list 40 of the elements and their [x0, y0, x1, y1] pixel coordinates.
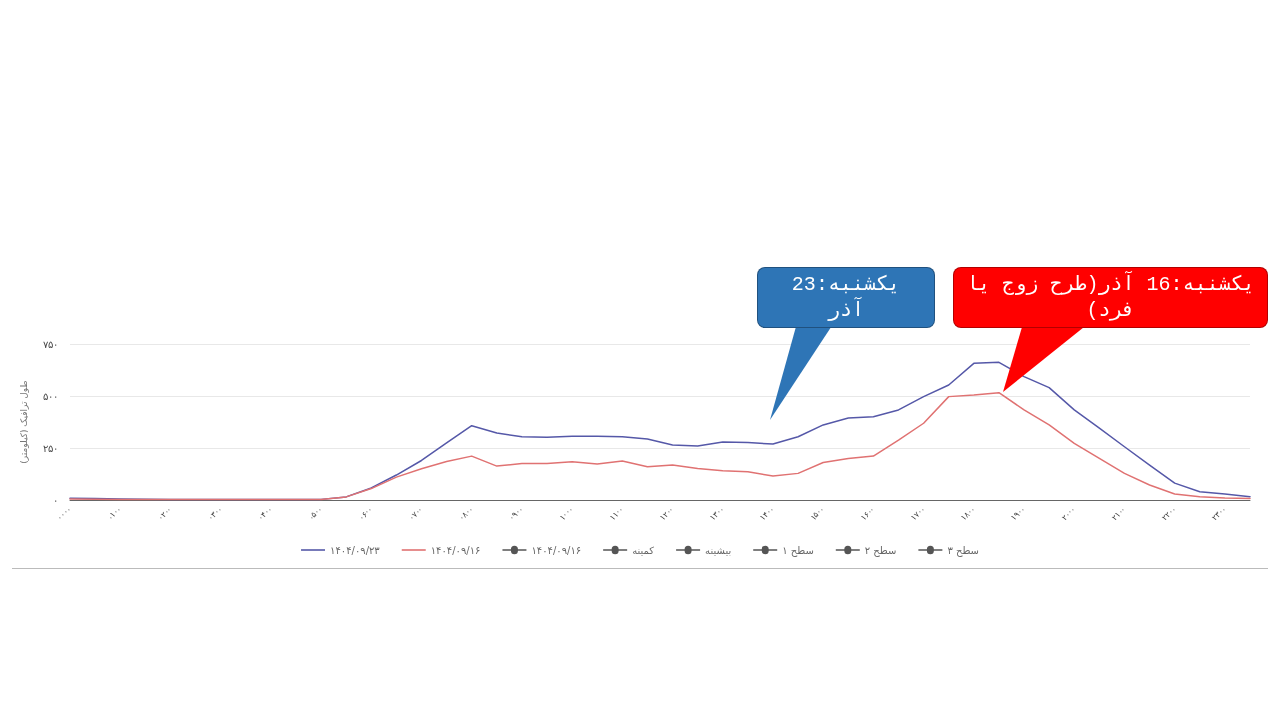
legend-label: ۱۴۰۴/۰۹/۱۶	[430, 544, 481, 556]
x-tick-label: ۰۰۰۰	[55, 504, 74, 523]
x-tick-label: ۱۰۰۰	[557, 504, 576, 523]
legend-label: سطح ۲	[864, 544, 897, 557]
x-tick-label: ۰۸۰۰	[457, 504, 475, 523]
legend-label: بیشینه	[705, 544, 732, 556]
legend-label: کمینه	[632, 544, 655, 556]
x-tick-label: ۲۳۰۰	[1210, 504, 1229, 523]
text: یکشنبه:23 آذر	[757, 267, 935, 328]
x-tick-label: ۲۲۰۰	[1160, 504, 1178, 523]
y-tick-label: ۵۰۰	[43, 390, 58, 402]
legend-label: ۱۴۰۴/۰۹/۱۶	[531, 544, 582, 556]
y-tick-label: ۲۵۰	[43, 442, 58, 454]
x-tick-label: ۰۹۰۰	[507, 504, 526, 523]
x-tick-label: ۰۵۰۰	[306, 504, 325, 523]
x-tick-label: ۰۲۰۰	[155, 504, 174, 523]
x-tick-label: ۱۹۰۰	[1009, 504, 1028, 523]
x-tick-label: ۱۶۰۰	[858, 504, 877, 523]
legend-label: سطح ۱	[782, 544, 814, 557]
x-tick-label: ۱۱۰۰	[607, 504, 626, 523]
x-tick-label: ۰۴۰۰	[256, 504, 275, 523]
x-tick-label: ۱۲۰۰	[658, 504, 676, 523]
y-tick-label: ۷۵۰	[43, 338, 58, 350]
x-tick-label: ۰۶۰۰	[356, 504, 375, 523]
legend-label: سطح ۳	[947, 544, 979, 557]
x-tick-label: ۲۰۰۰	[1059, 504, 1078, 523]
x-tick-label: ۱۷۰۰	[909, 504, 927, 523]
x-tick-label: ۱۸۰۰	[959, 504, 978, 523]
x-tick-label: ۱۳۰۰	[708, 504, 726, 523]
y-axis-title: طول ترافیک (کیلومتر)	[18, 380, 29, 464]
x-tick-label: ۰۱۰۰	[105, 504, 124, 523]
x-tick-label: ۰۳۰۰	[206, 504, 224, 523]
legend-label: ۱۴۰۴/۰۹/۲۳	[330, 544, 381, 556]
y-tick-label: ۰	[53, 494, 58, 506]
x-tick-label: ۱۵۰۰	[808, 504, 827, 523]
x-tick-label: ۰۷۰۰	[406, 504, 425, 523]
line-series	[69, 391, 1251, 501]
x-tick-label: ۲۱۰۰	[1109, 504, 1128, 523]
x-tick-label: ۱۴۰۰	[758, 504, 777, 523]
text: یکشنبه:16 آذر(طرح زوج یا فرد)	[953, 267, 1268, 328]
